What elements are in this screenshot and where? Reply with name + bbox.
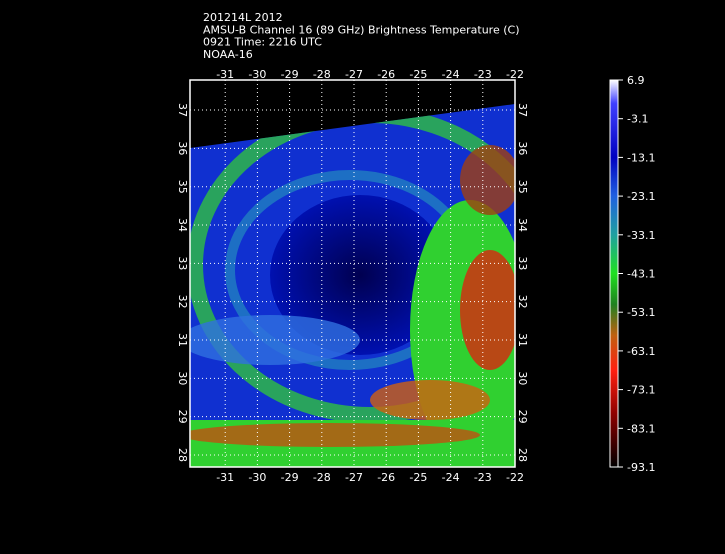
lon-tick-label-bottom: -26 (377, 471, 395, 484)
lat-tick-label-left: 29 (176, 410, 189, 424)
colorbar-label: -43.1 (627, 268, 655, 281)
lon-tick-label-bottom: -29 (281, 471, 299, 484)
lon-tick-label-top: -24 (442, 68, 460, 81)
lat-tick-label-right: 35 (516, 180, 529, 194)
lon-tick-label-bottom: -24 (442, 471, 460, 484)
map-frame (189, 79, 516, 468)
lon-tick-label-top: -26 (377, 68, 395, 81)
colorbar-label: -73.1 (627, 384, 655, 397)
lon-tick-label-bottom: -25 (409, 471, 427, 484)
lat-tick-label-left: 34 (176, 218, 189, 232)
lat-tick-label-left: 30 (176, 371, 189, 385)
lat-tick-label-right: 29 (516, 410, 529, 424)
header-line: 201214L 2012 (203, 11, 283, 24)
lat-tick-label-right: 32 (516, 295, 529, 309)
colorbar-label: -13.1 (627, 151, 655, 164)
lat-tick-label-right: 28 (516, 448, 529, 462)
lon-tick-label-bottom: -22 (506, 471, 524, 484)
lat-tick-label-left: 31 (176, 333, 189, 347)
lat-tick-label-right: 36 (516, 141, 529, 155)
header-line: 0921 Time: 2216 UTC (203, 36, 322, 49)
lat-tick-label-right: 34 (516, 218, 529, 232)
lon-tick-label-top: -25 (409, 68, 427, 81)
lat-tick-label-right: 30 (516, 371, 529, 385)
lat-tick-label-left: 35 (176, 180, 189, 194)
graticule (190, 80, 516, 467)
header-line: NOAA-16 (203, 48, 253, 61)
colorbar-label: -83.1 (627, 422, 655, 435)
lon-tick-label-bottom: -23 (474, 471, 492, 484)
colorbar-label: -33.1 (627, 229, 655, 242)
lat-tick-label-left: 32 (176, 295, 189, 309)
lat-tick-label-left: 37 (176, 103, 189, 117)
lat-tick-label-left: 33 (176, 256, 189, 270)
colorbar-label: -23.1 (627, 190, 655, 203)
satellite-image (190, 104, 515, 467)
lon-tick-label-top: -30 (248, 68, 266, 81)
lon-tick-label-top: -22 (506, 68, 524, 81)
lon-tick-label-bottom: -30 (248, 471, 266, 484)
lon-tick-label-top: -29 (281, 68, 299, 81)
lat-tick-label-right: 37 (516, 103, 529, 117)
lon-tick-label-top: -28 (313, 68, 331, 81)
lon-tick-label-bottom: -31 (216, 471, 234, 484)
lat-tick-label-right: 33 (516, 256, 529, 270)
lat-tick-label-right: 31 (516, 333, 529, 347)
colorbar-label: 6.9 (627, 74, 645, 87)
colorbar-label: -3.1 (627, 113, 648, 126)
header-line: AMSU-B Channel 16 (89 GHz) Brightness Te… (203, 23, 520, 36)
lat-tick-label-left: 28 (176, 448, 189, 462)
lon-tick-label-bottom: -27 (345, 471, 363, 484)
colorbar-label: -63.1 (627, 345, 655, 358)
lon-tick-label-bottom: -28 (313, 471, 331, 484)
lon-tick-label-top: -27 (345, 68, 363, 81)
lon-tick-label-top: -23 (474, 68, 492, 81)
lat-tick-label-left: 36 (176, 141, 189, 155)
colorbar-label: -93.1 (627, 461, 655, 474)
labels: -31 -31 -30 -30 -29 -29 -28 -28 -27 -27 -26 -26 -25 -… (176, 68, 655, 484)
colorbar-label: -53.1 (627, 306, 655, 319)
colorbar (609, 79, 619, 468)
lon-tick-label-top: -31 (216, 68, 234, 81)
